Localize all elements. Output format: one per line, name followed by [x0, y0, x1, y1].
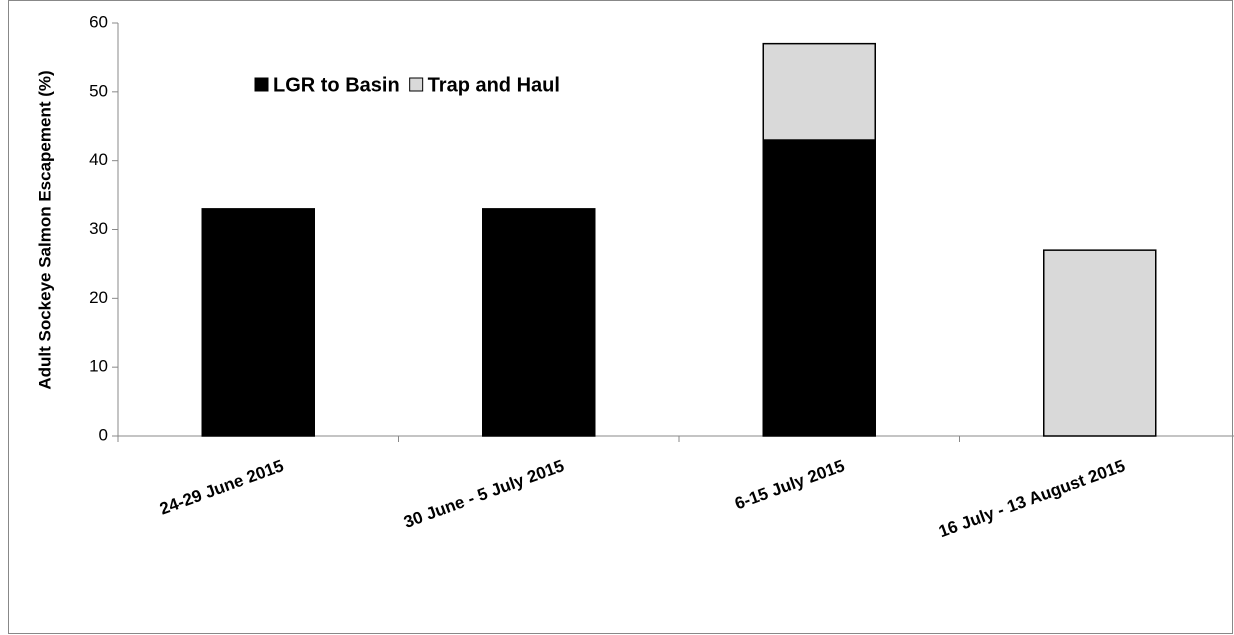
y-tick-label: 20: [89, 288, 108, 307]
legend-label: LGR to Basin: [273, 74, 400, 96]
y-tick-label: 30: [89, 219, 108, 238]
bar-segment: [1043, 249, 1157, 437]
bar-segment: [201, 208, 315, 437]
y-tick-label: 40: [89, 150, 108, 169]
y-tick-label: 50: [89, 81, 108, 100]
chart-frame: [8, 0, 1233, 634]
x-tick-label: 24-29 June 2015: [157, 456, 286, 518]
x-tick-label: 16 July - 13 August 2015: [936, 456, 1127, 541]
x-tick-label: 30 June - 5 July 2015: [401, 456, 566, 532]
bar-segment: [482, 208, 596, 437]
bar-segment: [762, 42, 876, 141]
bar-segment: [762, 139, 876, 437]
y-axis-title: Adult Sockeye Salmon Escapement (%): [35, 70, 54, 389]
legend-swatch: [409, 77, 424, 92]
legend-label: Trap and Haul: [428, 74, 560, 96]
y-tick-label: 0: [99, 425, 108, 444]
legend-swatch: [254, 77, 269, 92]
y-tick-label: 10: [89, 357, 108, 376]
y-tick-label: 60: [89, 12, 108, 31]
x-tick-label: 6-15 July 2015: [732, 456, 847, 513]
